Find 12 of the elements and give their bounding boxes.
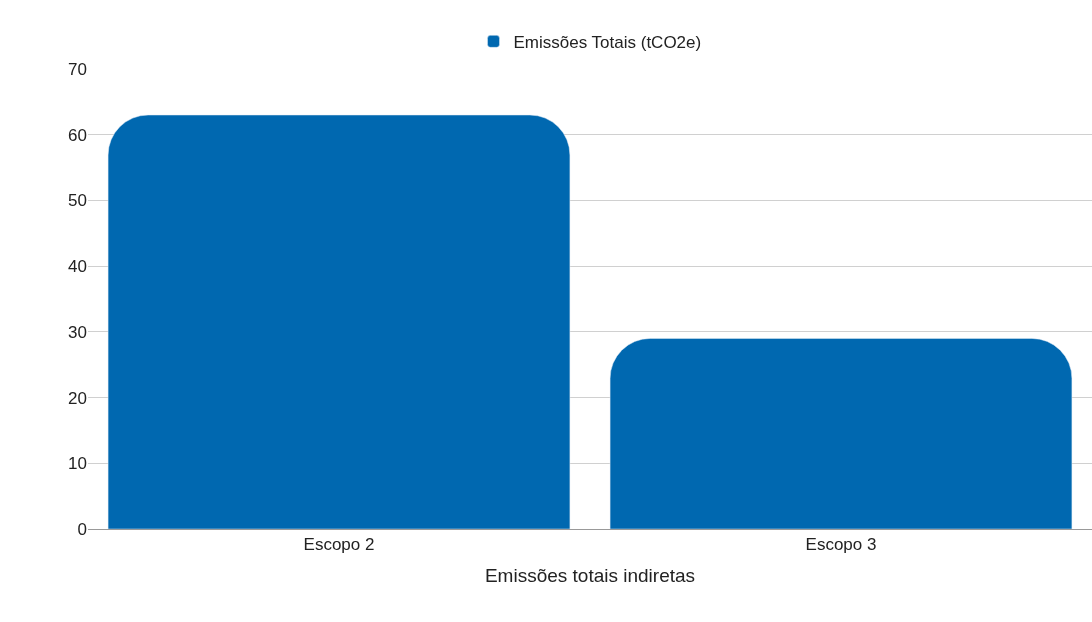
y-tick-label: 30 — [68, 322, 87, 342]
y-tick-label: 40 — [68, 257, 87, 277]
y-tick-label: 60 — [68, 125, 87, 145]
x-axis-title: Emissões totais indiretas — [484, 565, 696, 587]
x-tick-label: Escopo 3 — [805, 535, 877, 555]
y-tick-label: 0 — [77, 519, 87, 539]
y-tick-label: 50 — [68, 191, 87, 211]
legend-label: Emissões Totais (tCO2e) — [513, 32, 702, 52]
y-tick-label: 20 — [68, 388, 87, 408]
x-tick-label: Escopo 2 — [303, 535, 375, 555]
y-tick-label: 10 — [68, 454, 87, 474]
y-tick-label: 70 — [68, 59, 87, 79]
